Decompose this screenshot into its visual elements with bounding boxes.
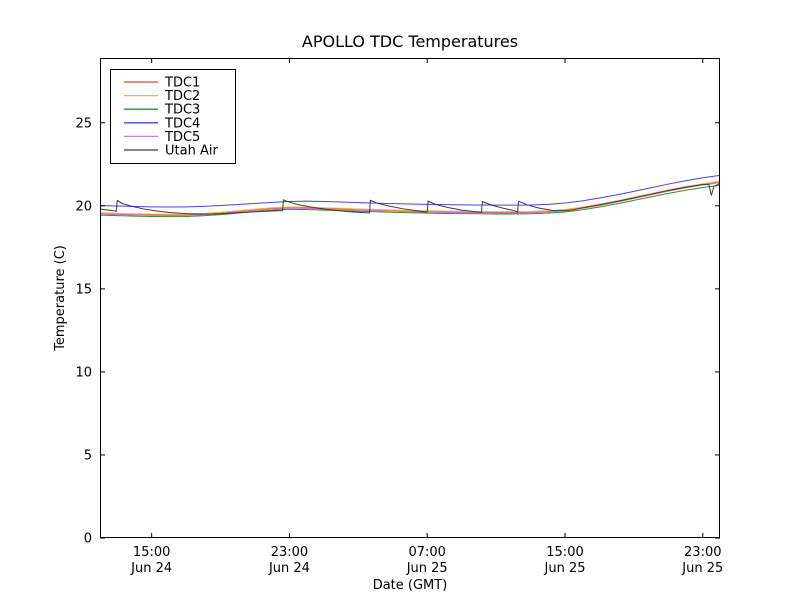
- y-tick-label: 10: [75, 365, 92, 380]
- legend-box: [110, 69, 236, 164]
- legend-label-tdc2: TDC2: [164, 89, 200, 104]
- x-tick-label-date: Jun 25: [681, 561, 723, 576]
- series-line-tdc3: [100, 184, 720, 218]
- plot-border: [100, 58, 720, 538]
- series-line-utah-air: [100, 182, 720, 215]
- legend-label-tdc5: TDC5: [164, 130, 200, 145]
- x-tick-label-time: 15:00: [546, 545, 583, 560]
- x-tick-label-date: Jun 24: [130, 561, 172, 576]
- x-tick-label-time: 15:00: [133, 545, 170, 560]
- y-axis-label: Temperature (C): [53, 245, 68, 352]
- x-axis-label: Date (GMT): [373, 578, 448, 593]
- series-line-tdc5: [100, 182, 720, 217]
- legend-label-utah-air: Utah Air: [165, 144, 218, 159]
- x-tick-label-date: Jun 25: [406, 561, 448, 576]
- y-tick-label: 0: [84, 532, 92, 547]
- legend-label-tdc3: TDC3: [164, 103, 200, 118]
- x-tick-label-time: 23:00: [684, 545, 721, 560]
- x-tick-label-date: Jun 25: [544, 561, 586, 576]
- y-tick-label: 20: [75, 199, 92, 214]
- y-tick-label: 25: [75, 116, 92, 131]
- legend-label-tdc1: TDC1: [164, 76, 200, 91]
- chart-title: APOLLO TDC Temperatures: [302, 32, 518, 51]
- series-line-tdc4: [100, 174, 720, 208]
- x-tick-label-date: Jun 24: [268, 561, 310, 576]
- x-tick-label-time: 23:00: [271, 545, 308, 560]
- y-tick-label: 15: [75, 282, 92, 297]
- legend-label-tdc4: TDC4: [164, 116, 200, 131]
- series-line-tdc2: [100, 180, 720, 215]
- x-tick-label-time: 07:00: [408, 545, 445, 560]
- y-tick-label: 5: [84, 448, 92, 463]
